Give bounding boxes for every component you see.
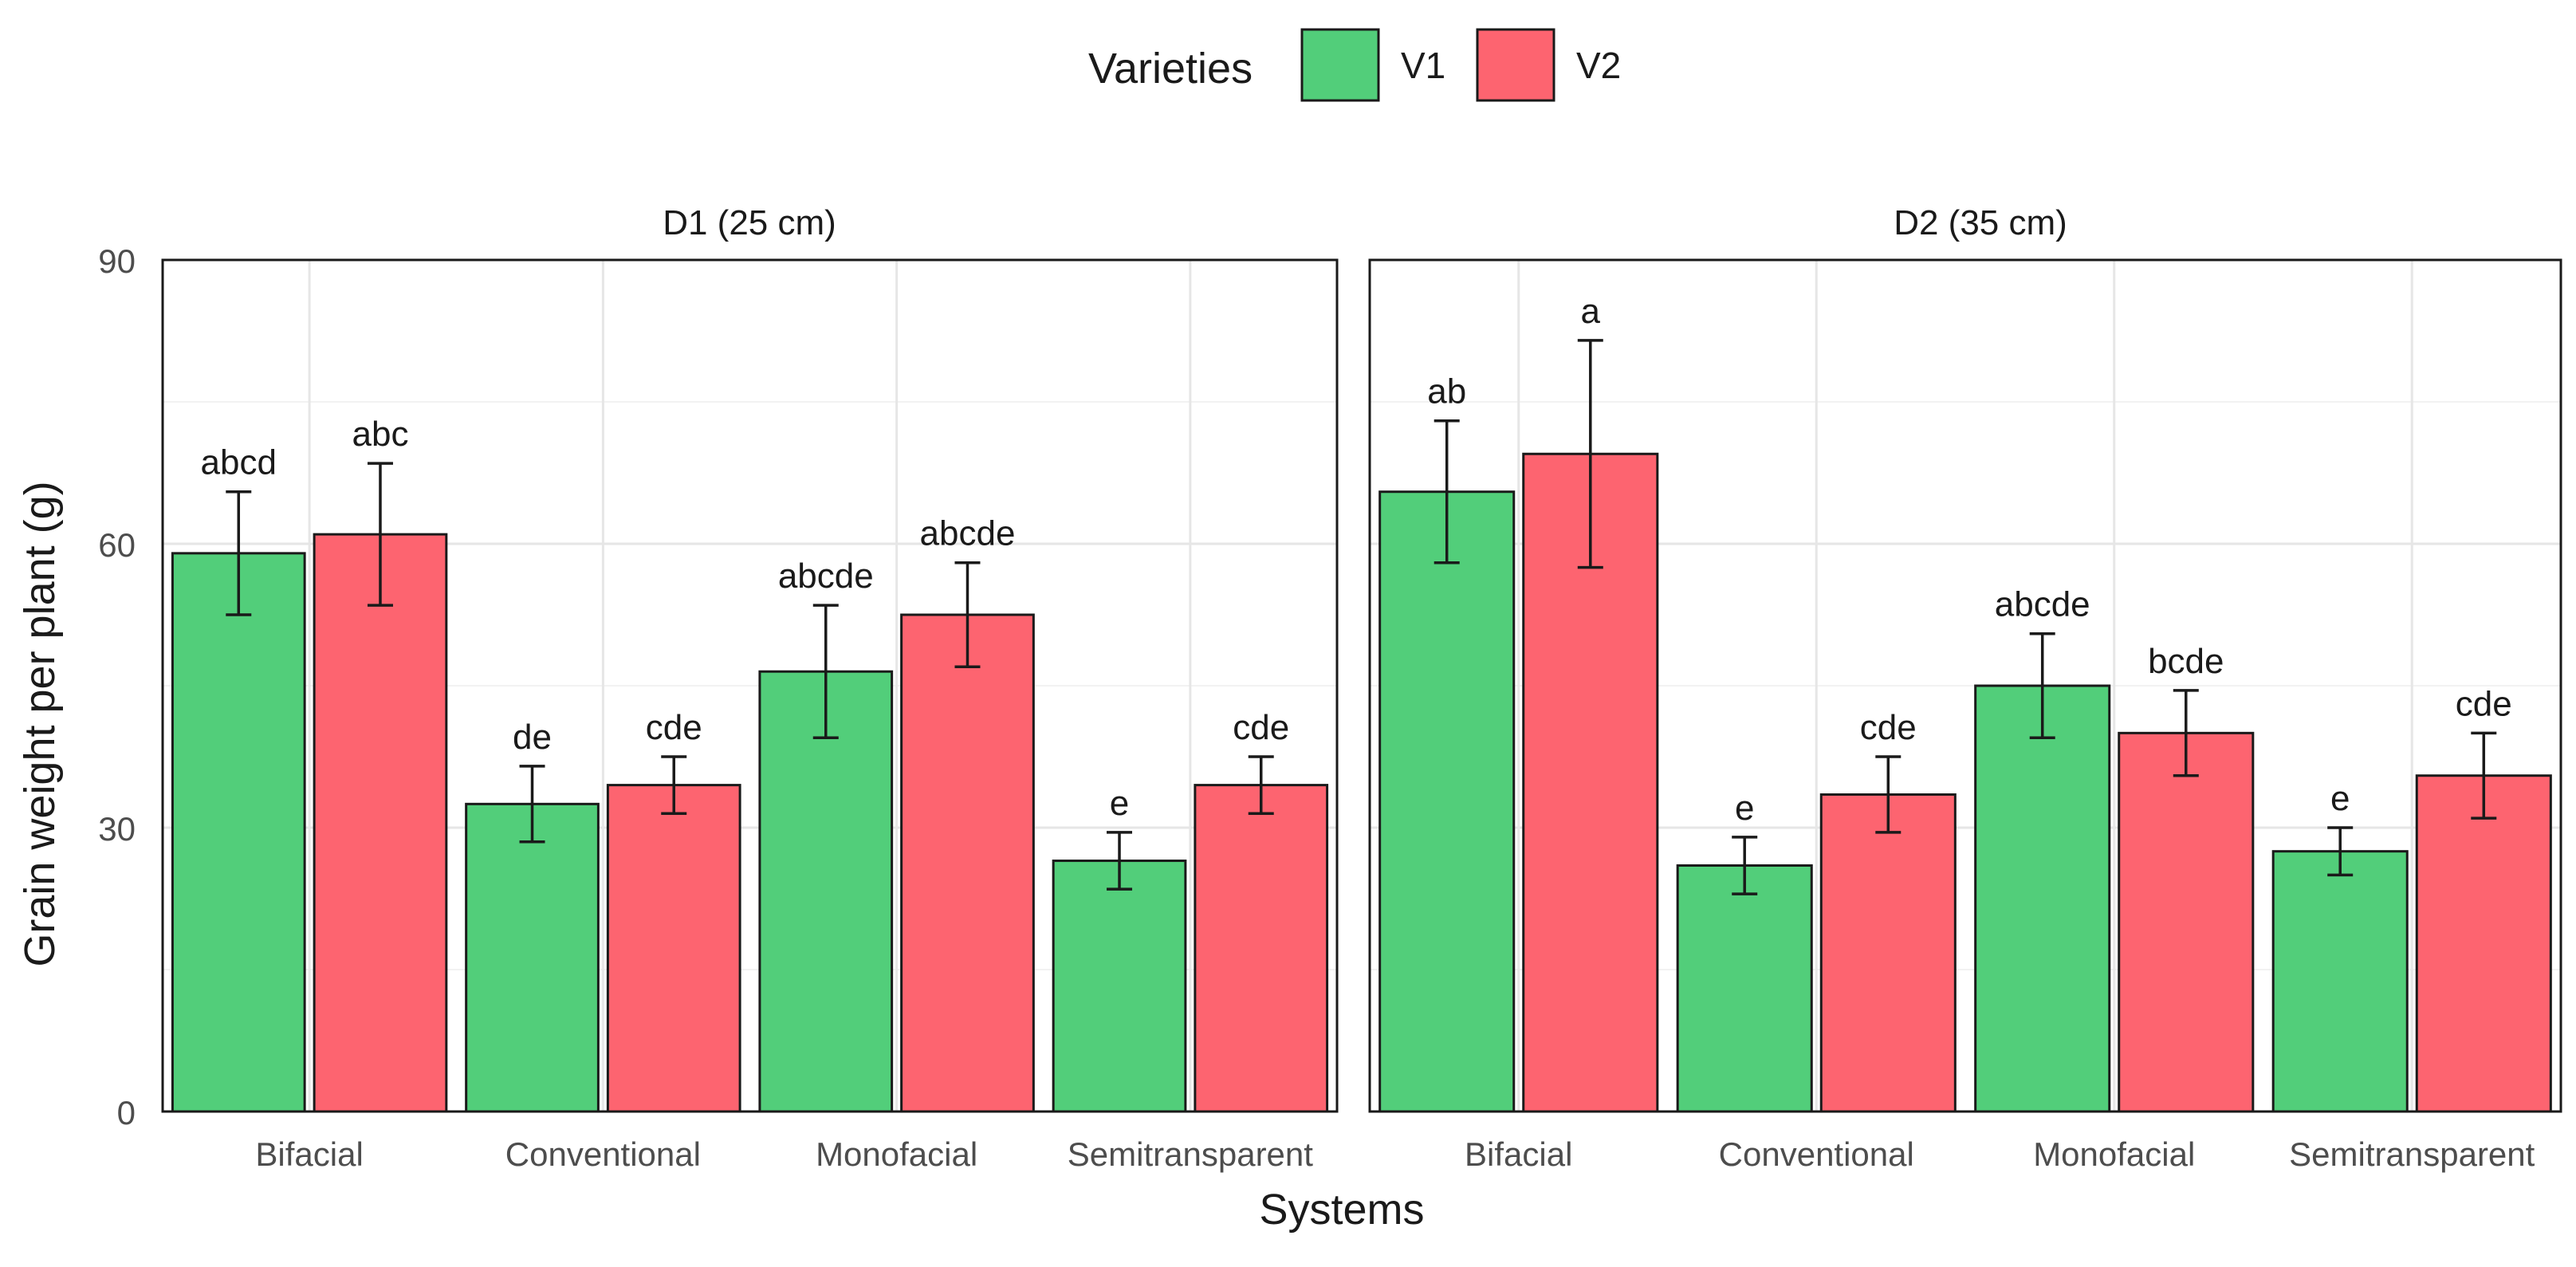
significance-label: cde <box>646 708 702 747</box>
panel-border <box>161 258 1339 1113</box>
significance-label: e <box>1735 789 1754 828</box>
significance-label: e <box>1110 784 1129 823</box>
significance-label: abcde <box>1995 585 2090 624</box>
legend-title: Varieties <box>1088 45 1253 92</box>
legend-swatch-v2 <box>1476 28 1555 102</box>
panel-d1: abcd de abcde e abc cde abcde cde Bifacial Conven… <box>161 258 1339 1173</box>
error-bar <box>226 490 252 616</box>
significance-label: e <box>2330 779 2350 818</box>
bar-v2-monofacial <box>900 613 1035 1113</box>
x-tick-bifacial: Bifacial <box>255 1135 363 1173</box>
error-bar <box>1248 755 1274 815</box>
error-bar <box>1732 836 1758 895</box>
legend: Varieties V1 V2 <box>1088 28 1621 102</box>
x-tick-conventional: Conventional <box>505 1135 701 1173</box>
significance-label: a <box>1581 292 1601 331</box>
legend-swatch-v1 <box>1300 28 1380 102</box>
significance-label: abcde <box>778 557 874 596</box>
x-tick-semitransparent: Semitransparent <box>1068 1135 1313 1173</box>
bar-v1-monofacial <box>1974 684 2111 1113</box>
error-bar <box>519 765 545 844</box>
bar-v1-semitransparent <box>2271 850 2409 1113</box>
bar-v1-monofacial <box>758 670 894 1113</box>
bar-v1-conventional <box>1676 864 1813 1113</box>
error-bar <box>954 561 981 669</box>
x-axis-title: Systems <box>1259 1186 1424 1234</box>
bar-v2-bifacial <box>313 533 448 1113</box>
bar-v2-semitransparent <box>1194 784 1329 1113</box>
error-bar <box>1434 419 1460 565</box>
y-tick-30: 30 <box>98 810 136 848</box>
bar-v2-conventional <box>1819 793 1957 1113</box>
significance-label: cde <box>1860 708 1917 747</box>
significance-label: abcde <box>920 514 1016 553</box>
error-bar <box>2029 632 2055 740</box>
x-tick-semitransparent: Semitransparent <box>2289 1135 2535 1173</box>
panel-title-d1: D1 (25 cm) <box>663 203 836 242</box>
y-axis-title: Grain weight per plant (g) <box>16 481 64 966</box>
y-tick-90: 90 <box>98 242 136 280</box>
panel-border <box>1368 258 2562 1113</box>
legend-label-v2: V2 <box>1576 45 1621 86</box>
error-bar <box>367 462 393 607</box>
error-bar <box>1107 831 1133 891</box>
legend-label-v1: V1 <box>1401 45 1445 86</box>
x-tick-monofacial: Monofacial <box>816 1135 977 1173</box>
error-bar <box>2327 826 2354 877</box>
significance-label: bcde <box>2148 642 2224 681</box>
bar-v1-bifacial <box>171 552 306 1113</box>
error-bar <box>1875 755 1902 834</box>
x-tick-bifacial: Bifacial <box>1465 1135 1572 1173</box>
error-bar <box>812 604 839 740</box>
error-bar <box>1577 339 1603 569</box>
bar-v2-semitransparent <box>2415 774 2552 1113</box>
bar-v2-monofacial <box>2118 731 2255 1113</box>
bar-v2-conventional <box>606 784 741 1113</box>
panel-d2: ab e abcde e a cde bcde cde Bifacial Conventional… <box>1368 258 2562 1173</box>
significance-label: de <box>513 718 552 757</box>
x-tick-monofacial: Monofacial <box>2033 1135 2195 1173</box>
error-bar <box>661 755 687 815</box>
error-bar <box>2471 731 2497 820</box>
y-tick-60: 60 <box>98 526 136 564</box>
error-bar <box>2173 689 2199 777</box>
bar-v1-semitransparent <box>1052 860 1187 1113</box>
bar-v1-bifacial <box>1378 490 1516 1113</box>
significance-label: abc <box>352 415 409 454</box>
significance-label: cde <box>2456 684 2512 723</box>
significance-label: ab <box>1427 372 1466 411</box>
significance-label: cde <box>1233 708 1289 747</box>
panel-title-d2: D2 (35 cm) <box>1894 203 2067 242</box>
x-tick-conventional: Conventional <box>1719 1135 1914 1173</box>
y-tick-0: 0 <box>117 1094 136 1131</box>
bar-v1-conventional <box>465 802 600 1113</box>
significance-label: abcd <box>201 443 277 482</box>
